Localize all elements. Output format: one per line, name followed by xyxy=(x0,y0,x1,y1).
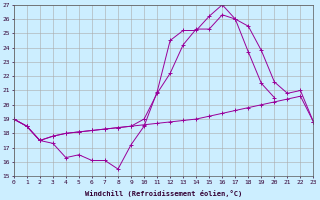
X-axis label: Windchill (Refroidissement éolien,°C): Windchill (Refroidissement éolien,°C) xyxy=(85,190,242,197)
